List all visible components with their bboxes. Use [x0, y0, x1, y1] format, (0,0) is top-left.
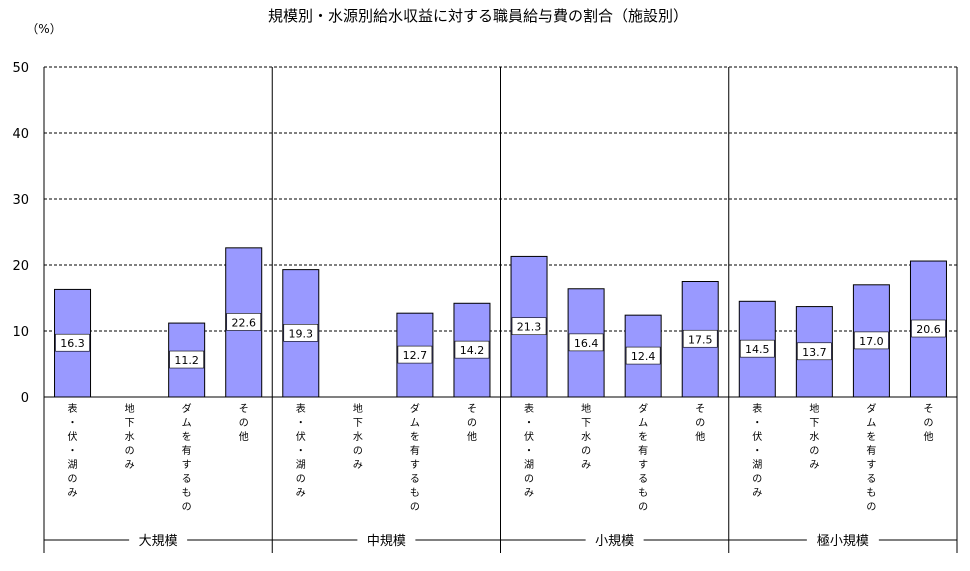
category-label: その他 [923, 403, 933, 443]
group-label-bg [129, 530, 188, 550]
data-label-box [568, 333, 604, 352]
group-label: 極小規模 [817, 533, 869, 549]
data-label: 20.6 [916, 323, 941, 336]
data-label: 17.5 [688, 333, 713, 346]
data-label-box [283, 324, 319, 342]
group-label-bg [806, 530, 879, 550]
data-label-box [854, 331, 889, 350]
y-tick-label: 10 [12, 325, 29, 340]
category-label: 表・伏・湖のみ [524, 402, 534, 499]
data-label-box [797, 342, 832, 361]
data-label-box [169, 350, 204, 369]
data-label-box [625, 346, 661, 365]
data-label: 13.7 [802, 346, 827, 359]
data-label: 17.0 [859, 335, 884, 348]
y-tick-label: 40 [12, 127, 29, 142]
data-label: 21.3 [517, 321, 542, 334]
category-label: 地下水のみ [581, 402, 591, 471]
data-label-box [397, 345, 433, 364]
data-label: 14.5 [745, 343, 770, 356]
category-label: ダムを有するもの [638, 402, 648, 513]
category-label: 地下水のみ [125, 402, 135, 471]
chart-title: 規模別・水源別給水収益に対する職員給与費の割合（施設別） [268, 7, 688, 25]
y-tick-label: 0 [21, 391, 29, 406]
category-label: ダムを有するもの [866, 402, 876, 513]
data-label-box [226, 313, 262, 331]
data-label-box [454, 340, 490, 359]
data-label: 16.3 [60, 337, 85, 350]
data-label-box [682, 329, 718, 348]
data-label-box [739, 339, 775, 358]
data-label: 11.2 [174, 354, 199, 367]
group-label: 小規模 [595, 534, 634, 549]
group-label-bg [585, 530, 644, 550]
category-label: 表・伏・湖のみ [68, 402, 78, 499]
data-label: 19.3 [289, 327, 314, 340]
data-label: 14.2 [460, 344, 485, 357]
y-axis-unit: （%） [26, 22, 61, 36]
data-label: 12.7 [403, 349, 428, 362]
category-label: 表・伏・湖のみ [296, 402, 306, 499]
data-label: 12.4 [631, 350, 656, 363]
group-label-bg [357, 530, 416, 550]
category-label: 表・伏・湖のみ [752, 402, 762, 499]
data-label: 22.6 [231, 316, 256, 329]
y-tick-label: 50 [12, 61, 29, 76]
group-label: 大規模 [139, 534, 178, 549]
category-label: ダムを有するもの [410, 402, 420, 513]
category-label: 地下水のみ [809, 402, 819, 471]
y-tick-label: 30 [12, 193, 29, 208]
category-label: その他 [239, 403, 249, 443]
category-label: ダムを有するもの [182, 402, 192, 513]
category-label: その他 [467, 403, 477, 443]
category-label: 地下水のみ [353, 402, 363, 471]
data-label-box [911, 319, 946, 338]
category-label: その他 [695, 403, 705, 443]
group-label: 中規模 [367, 534, 406, 549]
data-label-box [511, 317, 547, 336]
data-label-box [55, 333, 90, 352]
data-label: 16.4 [574, 337, 599, 350]
y-tick-label: 20 [12, 259, 29, 274]
